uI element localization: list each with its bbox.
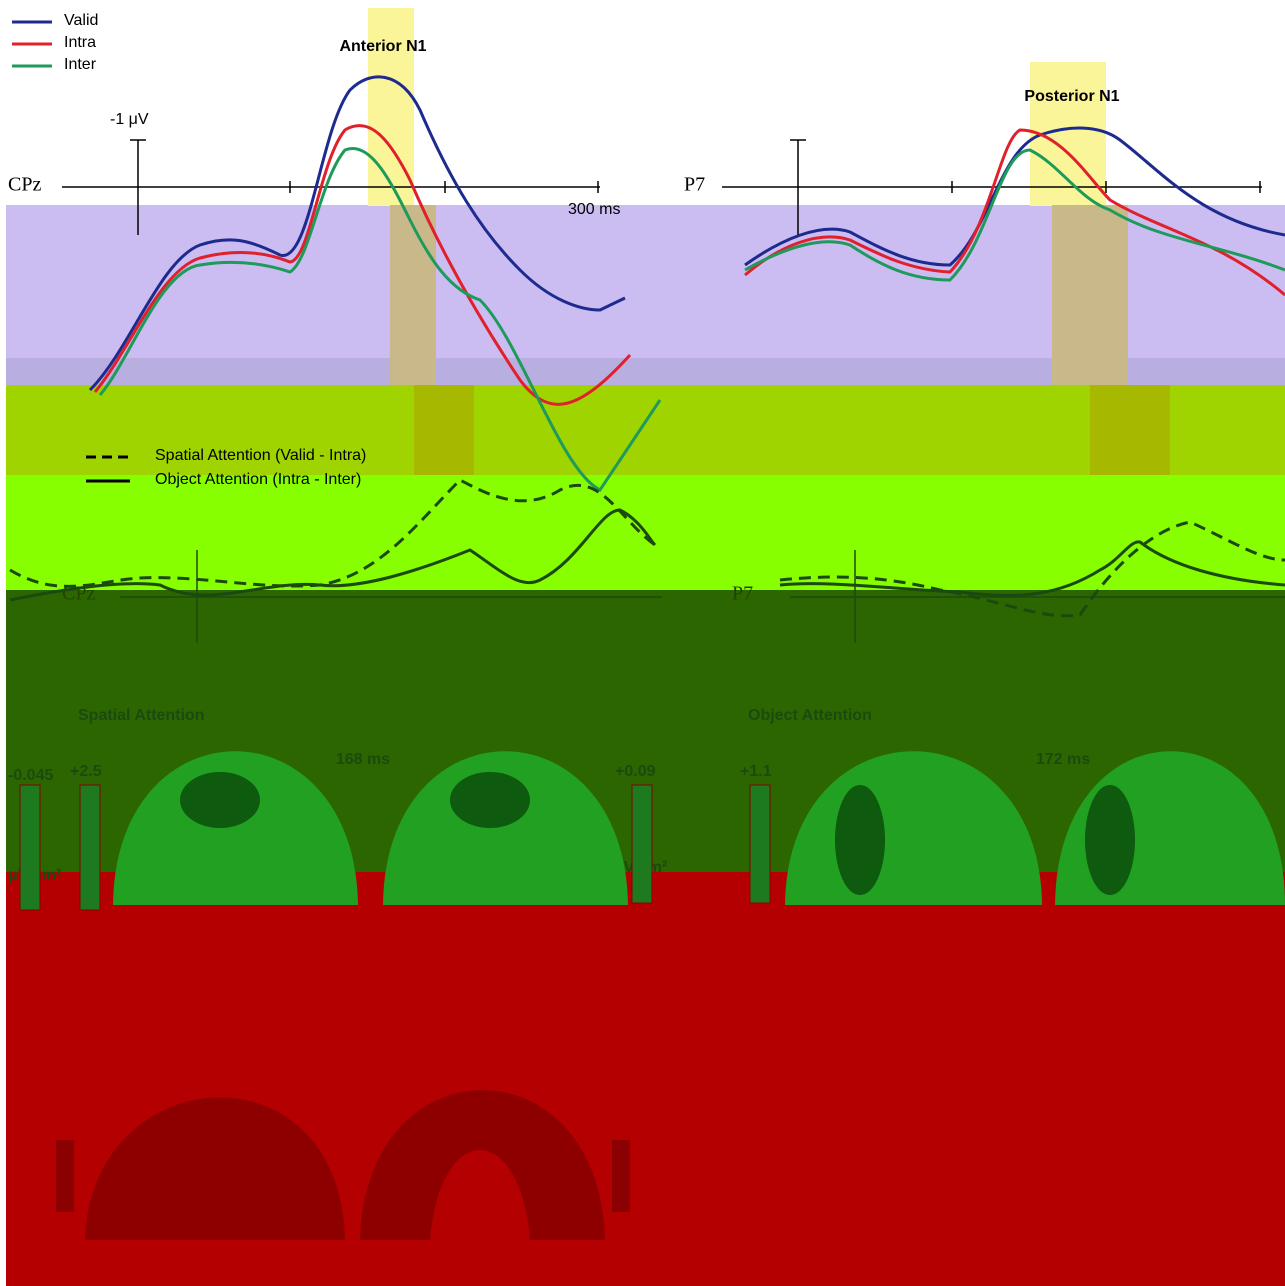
scale-label: +1.1 (740, 763, 772, 780)
margin (0, 205, 6, 1286)
legend-label: Object Attention (Intra - Inter) (155, 471, 361, 488)
title: Anterior N1 (339, 38, 426, 55)
legend-label: Valid (64, 12, 98, 29)
legend-label: Inter (64, 56, 97, 73)
title: Posterior N1 (1024, 88, 1119, 105)
window (414, 385, 474, 475)
map-time: 168 ms (336, 751, 390, 768)
scale-label: -1 μV (110, 111, 149, 128)
scale-label: -0.045 (8, 767, 53, 784)
window (1090, 385, 1170, 475)
scale-label: +0.09 (615, 763, 656, 780)
electrode: CPz (8, 174, 41, 196)
electrode: P7 (732, 583, 753, 605)
window (1052, 205, 1128, 385)
figure: Valid Intra Inter Anterior N1 Posterior … (0, 0, 1285, 1286)
scale-label: +2.5 (70, 763, 102, 780)
scale-label: 300 ms (568, 201, 620, 218)
map-title: Spatial Attention (78, 707, 205, 724)
map-time: 172 ms (1036, 751, 1090, 768)
legend-label: Intra (64, 34, 96, 51)
map-title: Object Attention (748, 707, 872, 724)
window (390, 205, 436, 385)
legend-label: Spatial Attention (Valid - Intra) (155, 447, 366, 464)
electrode: P7 (684, 174, 705, 196)
